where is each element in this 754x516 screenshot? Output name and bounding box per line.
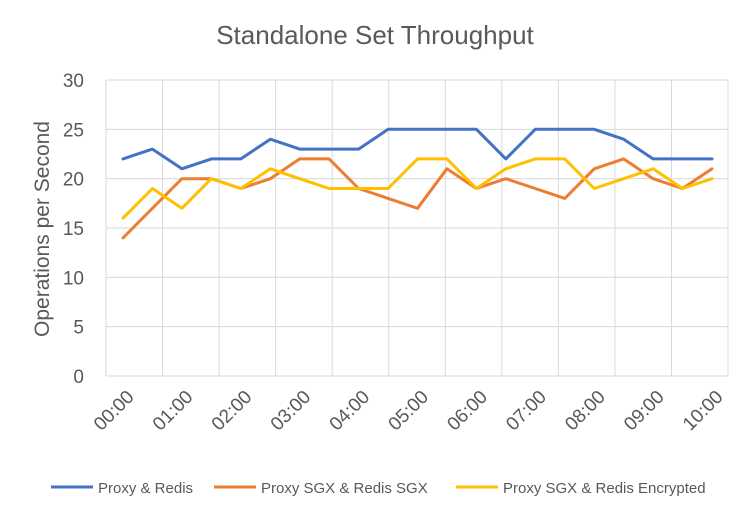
y-axis-ticks: 0 5 10 15 20 25 30 [63,71,84,388]
x-tick-label: 07:00 [502,387,550,435]
y-axis-label: Operations per Second [31,121,54,337]
y-tick-label: 15 [63,219,84,240]
gridlines [105,79,729,377]
series-lines [121,127,714,240]
y-tick-label: 10 [63,268,84,289]
y-tick-label: 20 [63,170,84,191]
y-tick-label: 5 [73,318,84,339]
x-tick-label: 01:00 [149,387,197,435]
legend: Proxy & Redis Proxy SGX & Redis SGX Proxy … [51,480,706,497]
x-tick-label: 00:00 [90,387,138,435]
x-tick-label: 02:00 [208,387,256,435]
legend-label: Proxy & Redis [98,480,193,497]
x-tick-label: 09:00 [620,387,668,435]
x-tick-label: 10:00 [679,387,727,435]
x-tick-label: 03:00 [267,387,315,435]
legend-label: Proxy SGX & Redis Encrypted [503,480,706,497]
x-tick-label: 08:00 [561,387,609,435]
x-axis-ticks: 00:00 01:00 02:00 03:00 04:00 05:00 06:00 07:00… [90,387,727,435]
x-tick-label: 04:00 [326,387,374,435]
x-tick-label: 06:00 [443,387,491,435]
legend-label: Proxy SGX & Redis SGX [261,480,428,497]
y-tick-label: 0 [73,367,84,388]
y-tick-label: 25 [63,120,84,141]
x-tick-label: 05:00 [385,387,433,435]
series-line [121,127,714,171]
series-line [121,157,714,220]
y-tick-label: 30 [63,71,84,92]
chart-title: Standalone Set Throughput [216,20,534,50]
series-line [121,157,714,240]
